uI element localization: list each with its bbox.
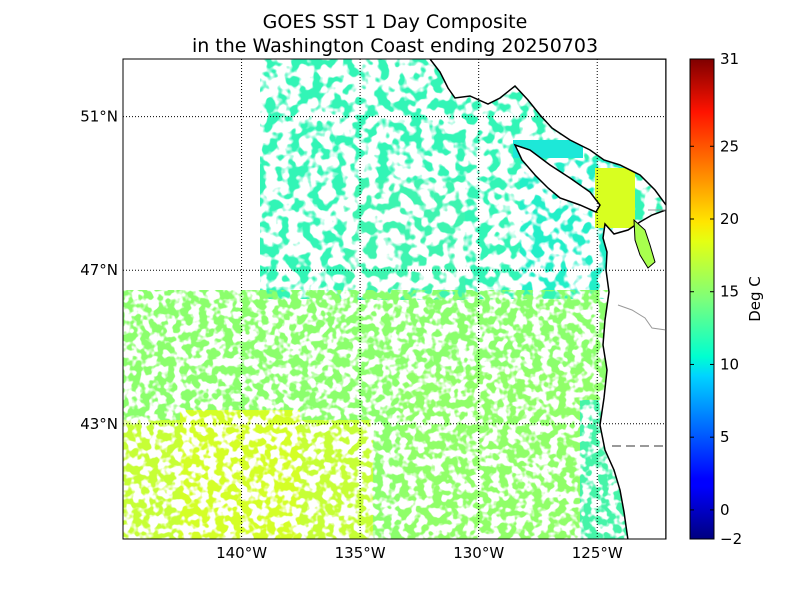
colorbar-tick-label: 5 bbox=[720, 428, 730, 446]
latitude-labels: 51°N 47°N 43°N bbox=[80, 108, 118, 433]
colorbar-tick-label: −2 bbox=[720, 530, 742, 548]
washington-oregon-coast-land bbox=[599, 209, 666, 539]
colorbar bbox=[689, 58, 715, 540]
colorbar-tick-label: 10 bbox=[720, 355, 739, 373]
land-layer bbox=[429, 59, 666, 539]
latitude-label: 47°N bbox=[80, 261, 118, 279]
puget-sound-water bbox=[633, 218, 656, 269]
graticule bbox=[123, 59, 666, 539]
colorbar-tick-label: 25 bbox=[720, 137, 739, 155]
longitude-label: 125°W bbox=[572, 544, 623, 562]
sst-cloud-masked-south bbox=[123, 290, 666, 539]
colorbar-tick-label: 15 bbox=[720, 283, 739, 301]
longitude-labels: 140°W 135°W 130°W 125°W bbox=[216, 544, 623, 562]
map-subtitle: in the Washington Coast ending 20250703 bbox=[191, 35, 599, 57]
mainland-land bbox=[429, 59, 666, 207]
colorbar-ticks: 31 25 20 15 10 5 0 −2 bbox=[690, 50, 742, 548]
colorbar-tick-label: 20 bbox=[720, 210, 739, 228]
latitude-label: 51°N bbox=[80, 108, 118, 126]
longitude-label: 130°W bbox=[453, 544, 504, 562]
longitude-label: 140°W bbox=[216, 544, 267, 562]
colorbar-label: Deg C bbox=[746, 276, 764, 322]
latitude-label: 43°N bbox=[80, 415, 118, 433]
colorbar-tick-label: 0 bbox=[720, 501, 730, 519]
vancouver-island-land bbox=[513, 143, 601, 213]
strait-georgia-water bbox=[595, 168, 635, 228]
state-border-wa-or bbox=[617, 304, 666, 331]
map-title: GOES SST 1 Day Composite bbox=[262, 11, 528, 33]
longitude-label: 135°W bbox=[335, 544, 386, 562]
colorbar-tick-label: 31 bbox=[720, 50, 739, 68]
map-frame bbox=[122, 58, 667, 540]
